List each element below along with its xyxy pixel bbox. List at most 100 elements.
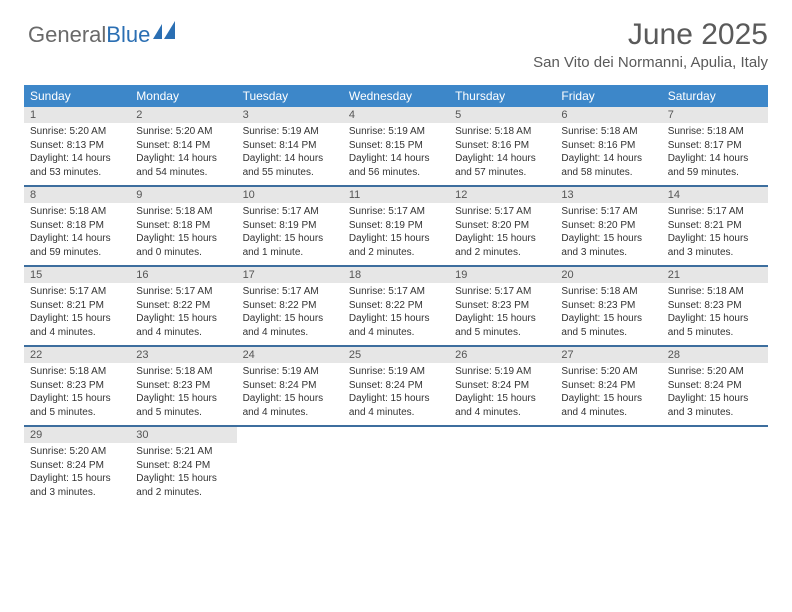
day-info: Sunrise: 5:20 AMSunset: 8:14 PMDaylight:…: [130, 123, 236, 179]
day-cell: 2Sunrise: 5:20 AMSunset: 8:14 PMDaylight…: [130, 107, 236, 185]
info-line: and 59 minutes.: [668, 166, 762, 180]
info-line: and 4 minutes.: [243, 406, 337, 420]
info-line: and 56 minutes.: [349, 166, 443, 180]
day-cell: 19Sunrise: 5:17 AMSunset: 8:23 PMDayligh…: [449, 267, 555, 345]
day-info: Sunrise: 5:20 AMSunset: 8:24 PMDaylight:…: [662, 363, 768, 419]
info-line: Daylight: 15 hours: [349, 392, 443, 406]
day-number: 12: [449, 187, 555, 203]
day-cell: 14Sunrise: 5:17 AMSunset: 8:21 PMDayligh…: [662, 187, 768, 265]
day-number: 29: [24, 427, 130, 443]
info-line: Sunset: 8:24 PM: [136, 459, 230, 473]
info-line: Sunset: 8:24 PM: [455, 379, 549, 393]
info-line: Sunset: 8:21 PM: [668, 219, 762, 233]
info-line: and 53 minutes.: [30, 166, 124, 180]
day-number: 9: [130, 187, 236, 203]
info-line: Sunrise: 5:17 AM: [349, 205, 443, 219]
day-info: Sunrise: 5:17 AMSunset: 8:22 PMDaylight:…: [343, 283, 449, 339]
day-cell: 30Sunrise: 5:21 AMSunset: 8:24 PMDayligh…: [130, 427, 236, 505]
info-line: Daylight: 15 hours: [136, 472, 230, 486]
day-number: 21: [662, 267, 768, 283]
info-line: Sunset: 8:23 PM: [30, 379, 124, 393]
info-line: Daylight: 15 hours: [243, 392, 337, 406]
info-line: Sunset: 8:13 PM: [30, 139, 124, 153]
week-row: 22Sunrise: 5:18 AMSunset: 8:23 PMDayligh…: [24, 347, 768, 427]
day-number: 6: [555, 107, 661, 123]
info-line: Sunset: 8:24 PM: [668, 379, 762, 393]
info-line: Sunset: 8:16 PM: [455, 139, 549, 153]
info-line: Daylight: 14 hours: [136, 152, 230, 166]
info-line: Sunset: 8:21 PM: [30, 299, 124, 313]
day-number: 25: [343, 347, 449, 363]
logo-text-1: General: [28, 22, 106, 48]
info-line: Sunrise: 5:17 AM: [668, 205, 762, 219]
info-line: Sunset: 8:15 PM: [349, 139, 443, 153]
info-line: Sunrise: 5:19 AM: [455, 365, 549, 379]
info-line: Sunset: 8:24 PM: [561, 379, 655, 393]
info-line: and 5 minutes.: [668, 326, 762, 340]
info-line: Sunset: 8:24 PM: [243, 379, 337, 393]
info-line: and 4 minutes.: [349, 326, 443, 340]
day-cell: 13Sunrise: 5:17 AMSunset: 8:20 PMDayligh…: [555, 187, 661, 265]
info-line: and 59 minutes.: [30, 246, 124, 260]
weekday-mon: Monday: [130, 85, 236, 107]
info-line: Daylight: 14 hours: [455, 152, 549, 166]
info-line: Daylight: 15 hours: [243, 312, 337, 326]
day-number: 10: [237, 187, 343, 203]
info-line: Sunrise: 5:17 AM: [349, 285, 443, 299]
info-line: Daylight: 15 hours: [668, 232, 762, 246]
day-number: 1: [24, 107, 130, 123]
info-line: Sunset: 8:19 PM: [243, 219, 337, 233]
day-cell: 28Sunrise: 5:20 AMSunset: 8:24 PMDayligh…: [662, 347, 768, 425]
info-line: Sunset: 8:22 PM: [349, 299, 443, 313]
day-number: 2: [130, 107, 236, 123]
info-line: Daylight: 15 hours: [30, 392, 124, 406]
day-cell: [237, 427, 343, 505]
info-line: and 2 minutes.: [136, 486, 230, 500]
day-number: 17: [237, 267, 343, 283]
info-line: Daylight: 15 hours: [136, 312, 230, 326]
day-info: Sunrise: 5:17 AMSunset: 8:19 PMDaylight:…: [237, 203, 343, 259]
info-line: Sunrise: 5:20 AM: [136, 125, 230, 139]
info-line: Daylight: 14 hours: [349, 152, 443, 166]
day-number: 27: [555, 347, 661, 363]
info-line: and 3 minutes.: [561, 246, 655, 260]
day-number: 18: [343, 267, 449, 283]
info-line: Sunset: 8:24 PM: [30, 459, 124, 473]
weekday-fri: Friday: [555, 85, 661, 107]
info-line: Sunrise: 5:19 AM: [243, 125, 337, 139]
info-line: Sunrise: 5:18 AM: [30, 365, 124, 379]
day-number: 22: [24, 347, 130, 363]
day-number: 30: [130, 427, 236, 443]
info-line: Daylight: 14 hours: [30, 152, 124, 166]
info-line: and 5 minutes.: [136, 406, 230, 420]
day-cell: 9Sunrise: 5:18 AMSunset: 8:18 PMDaylight…: [130, 187, 236, 265]
day-cell: 10Sunrise: 5:17 AMSunset: 8:19 PMDayligh…: [237, 187, 343, 265]
info-line: and 5 minutes.: [561, 326, 655, 340]
info-line: and 2 minutes.: [349, 246, 443, 260]
day-number: 16: [130, 267, 236, 283]
day-info: Sunrise: 5:19 AMSunset: 8:24 PMDaylight:…: [449, 363, 555, 419]
info-line: Sunrise: 5:17 AM: [455, 205, 549, 219]
info-line: Daylight: 14 hours: [561, 152, 655, 166]
day-cell: 6Sunrise: 5:18 AMSunset: 8:16 PMDaylight…: [555, 107, 661, 185]
logo-sails-icon: [153, 21, 179, 41]
day-cell: 22 Sunrise: 5:18 AMSunset: 8:23 PMDayligh…: [24, 347, 130, 425]
info-line: and 1 minute.: [243, 246, 337, 260]
info-line: Sunrise: 5:17 AM: [243, 205, 337, 219]
day-cell: 12Sunrise: 5:17 AMSunset: 8:20 PMDayligh…: [449, 187, 555, 265]
info-line: Sunset: 8:14 PM: [136, 139, 230, 153]
info-line: and 4 minutes.: [561, 406, 655, 420]
week-row: 1Sunrise: 5:20 AMSunset: 8:13 PMDaylight…: [24, 107, 768, 187]
day-number: 26: [449, 347, 555, 363]
info-line: Sunrise: 5:18 AM: [455, 125, 549, 139]
day-cell: [662, 427, 768, 505]
day-info: Sunrise: 5:17 AMSunset: 8:21 PMDaylight:…: [662, 203, 768, 259]
info-line: Sunset: 8:16 PM: [561, 139, 655, 153]
info-line: Sunset: 8:22 PM: [136, 299, 230, 313]
day-cell: 3Sunrise: 5:19 AMSunset: 8:14 PMDaylight…: [237, 107, 343, 185]
info-line: Daylight: 15 hours: [136, 392, 230, 406]
info-line: Sunset: 8:23 PM: [136, 379, 230, 393]
info-line: Sunset: 8:23 PM: [561, 299, 655, 313]
day-info: Sunrise: 5:18 AMSunset: 8:23 PMDaylight:…: [130, 363, 236, 419]
day-info: Sunrise: 5:20 AMSunset: 8:24 PMDaylight:…: [24, 443, 130, 499]
